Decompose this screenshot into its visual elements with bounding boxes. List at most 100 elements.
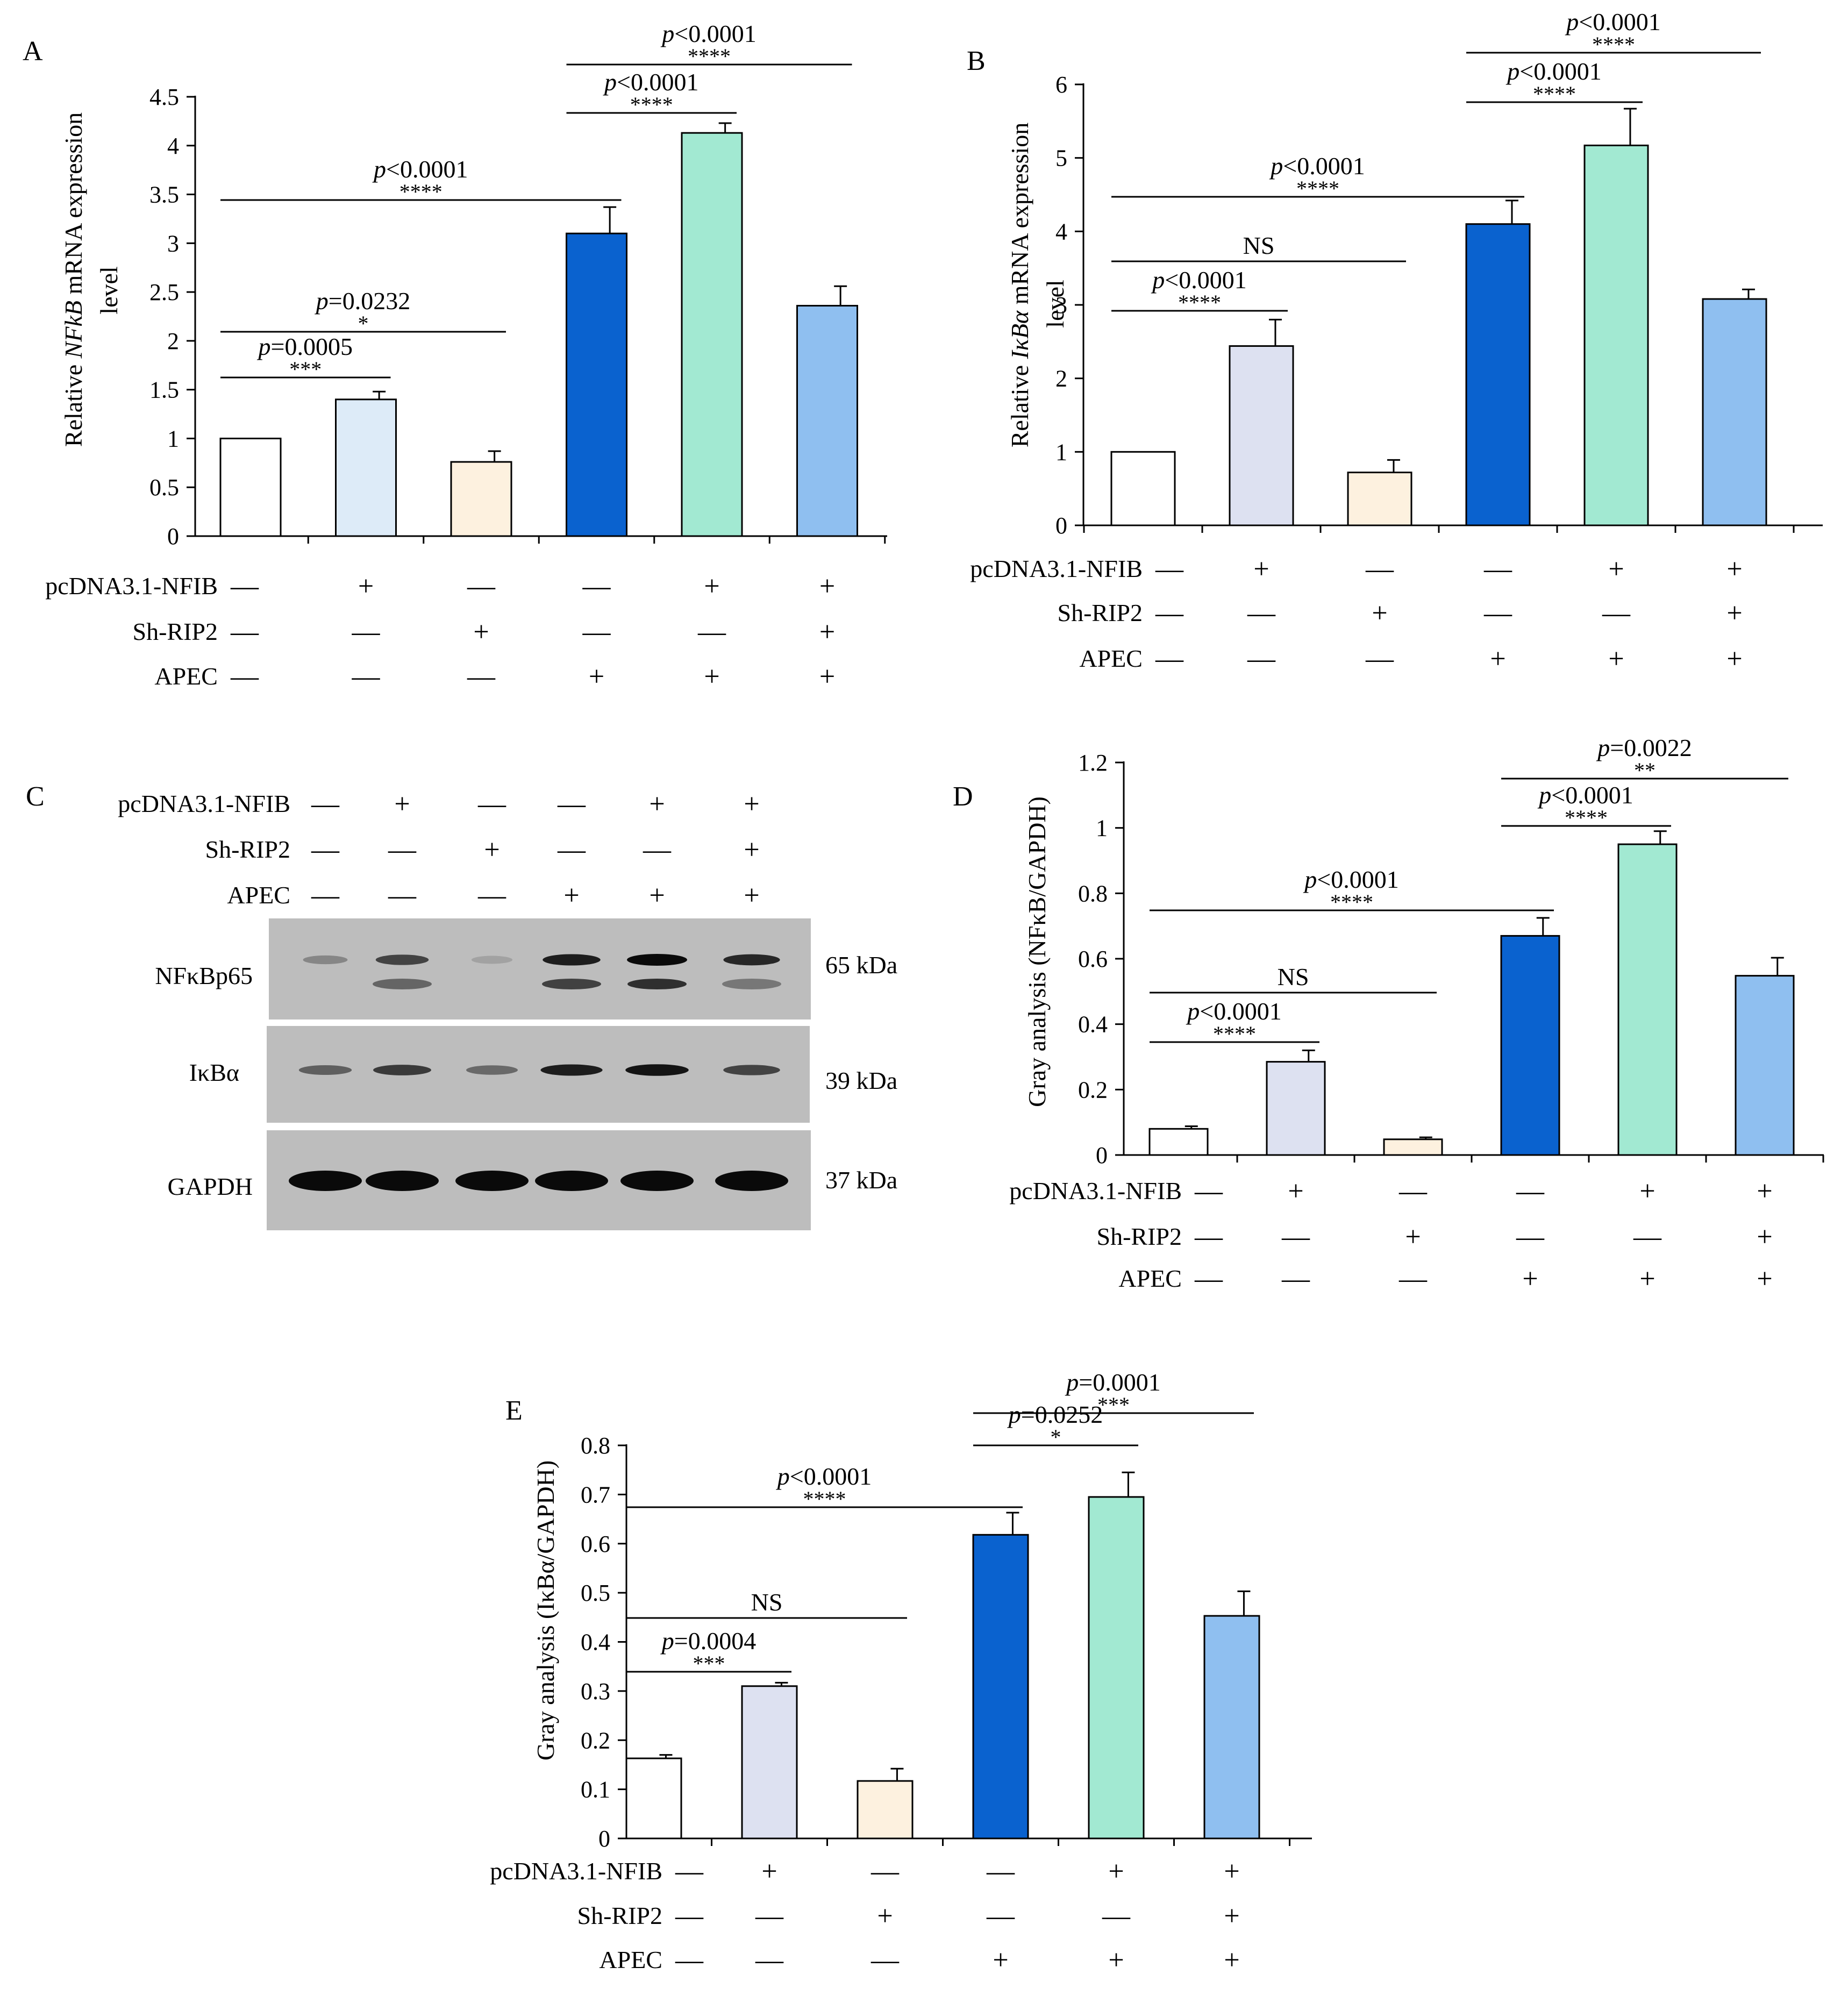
panel-b-condition-label: APEC bbox=[1079, 645, 1143, 672]
panel-d-condition-sign: + bbox=[1522, 1264, 1538, 1294]
blot-condition-sign: — bbox=[311, 835, 340, 865]
blot-condition-sign: + bbox=[744, 835, 759, 865]
panel-b-condition-sign: + bbox=[1490, 644, 1505, 674]
panel-e-p-value-label: p<0.0001 bbox=[776, 1463, 872, 1490]
panel-e-y-tick-label: 0.3 bbox=[581, 1678, 610, 1705]
panel-e-condition-sign: + bbox=[761, 1856, 777, 1887]
p-value: <0.0001 bbox=[790, 1463, 872, 1490]
panel-e-condition-sign: — bbox=[871, 1945, 900, 1976]
p-symbol: p bbox=[1186, 997, 1200, 1025]
blot-condition-sign: + bbox=[649, 789, 665, 819]
panel-e-condition-sign: + bbox=[877, 1901, 893, 1931]
panel-d-condition-sign: — bbox=[1281, 1264, 1310, 1294]
panel-d-p-value-label: p<0.0001 bbox=[1186, 997, 1281, 1025]
blot-lower-band bbox=[542, 979, 601, 989]
panel-d-bar bbox=[1500, 935, 1560, 1156]
blot-condition-label: APEC bbox=[227, 881, 290, 909]
panel-e-y-tick-label: 0.6 bbox=[581, 1531, 610, 1557]
panel-a-bar bbox=[335, 398, 397, 537]
panel-a-y-tick-label: 0 bbox=[167, 523, 179, 550]
panel-a-y-tick-label: 3 bbox=[167, 230, 179, 256]
panel-b-condition-sign: — bbox=[1155, 644, 1184, 674]
blot-band bbox=[375, 954, 429, 965]
panel-d-condition-sign: — bbox=[1516, 1176, 1545, 1207]
panel-a-bar bbox=[796, 305, 858, 537]
panel-b-y-tick-label: 2 bbox=[1055, 366, 1067, 392]
panel-a-condition-sign: — bbox=[230, 661, 259, 692]
panel-e-y-tick-label: 0.4 bbox=[581, 1629, 610, 1656]
panel-e-bar bbox=[1203, 1615, 1260, 1840]
panel-a-y-axis-title-line2: level bbox=[95, 266, 123, 314]
panel-e-condition-sign: — bbox=[1102, 1901, 1131, 1931]
p-symbol: p bbox=[372, 155, 386, 183]
panel-e-y-tick-label: 0.1 bbox=[581, 1777, 610, 1803]
p-symbol: p bbox=[660, 20, 674, 47]
p-value: =0.0232 bbox=[329, 287, 410, 315]
panel-b-bar bbox=[1347, 472, 1412, 526]
panel-d-y-tick-label: 0.8 bbox=[1078, 880, 1108, 907]
p-value: =0.0004 bbox=[674, 1627, 756, 1655]
panel-a-significance-stars: * bbox=[358, 311, 369, 336]
panel-a-condition-sign: + bbox=[819, 571, 835, 602]
blot-condition-sign: — bbox=[557, 789, 586, 819]
panel-b-significance-stars: **** bbox=[1178, 290, 1221, 315]
panel-b-bar bbox=[1229, 345, 1294, 526]
p-symbol: p bbox=[257, 333, 271, 360]
panel-a-y-tick-label: 4.5 bbox=[149, 84, 179, 110]
panel-b-condition-label: pcDNA3.1-NFIB bbox=[970, 555, 1143, 582]
panel-d-condition-sign: — bbox=[1399, 1264, 1428, 1294]
p-value: <0.0001 bbox=[1165, 266, 1246, 294]
panel-d-significance-stars: **** bbox=[1565, 805, 1608, 830]
panel-e-bar bbox=[741, 1685, 798, 1840]
panel-d-y-tick-label: 0 bbox=[1096, 1142, 1108, 1168]
panel-e-condition-sign: + bbox=[1224, 1945, 1239, 1976]
p-symbol: p bbox=[1596, 734, 1610, 761]
panel-d-condition-sign: — bbox=[1194, 1264, 1223, 1294]
panel-e-p-value-label: p=0.0004 bbox=[660, 1627, 756, 1655]
panel-e-condition-sign: + bbox=[993, 1945, 1008, 1976]
panel-e-condition-sign: — bbox=[986, 1856, 1015, 1887]
panel-b-y-axis-title: Relative IκBα mRNA expression bbox=[1006, 123, 1033, 448]
panel-e-significance-stars: *** bbox=[1097, 1393, 1130, 1417]
blot-band bbox=[471, 956, 513, 964]
blot-band bbox=[543, 954, 601, 966]
panel-b-y-tick-label: 3 bbox=[1055, 292, 1067, 318]
panel-e-p-value-label: p=0.0001 bbox=[1065, 1368, 1160, 1396]
blot-band bbox=[298, 1065, 352, 1075]
p-symbol: p bbox=[1537, 781, 1551, 809]
panel-e-condition-sign: — bbox=[675, 1856, 704, 1887]
panel-a-y-tick-label: 2.5 bbox=[149, 279, 179, 305]
p-value: <0.0001 bbox=[1317, 866, 1399, 893]
panel-a-condition-sign: + bbox=[819, 617, 835, 647]
p-value: <0.0001 bbox=[1579, 8, 1660, 35]
panel-e-y-tick-label: 0.7 bbox=[581, 1481, 610, 1508]
blot-condition-sign: + bbox=[484, 835, 500, 865]
panel-b-condition-sign: — bbox=[1155, 598, 1184, 629]
panel-e-condition-sign: + bbox=[1108, 1945, 1124, 1976]
blot-gapdh-size: 37 kDa bbox=[825, 1166, 897, 1194]
panel-a-bar bbox=[219, 437, 282, 537]
panel-a-y-tick-label: 2 bbox=[167, 328, 179, 354]
panel-a-condition-sign: — bbox=[582, 571, 611, 602]
panel-d-significance-stars: ** bbox=[1634, 758, 1656, 782]
panel-d-condition-sign: + bbox=[1639, 1176, 1655, 1207]
p-symbol: p bbox=[1007, 1401, 1021, 1428]
blot-condition-sign: + bbox=[563, 880, 579, 911]
panel-d-bar bbox=[1617, 843, 1678, 1156]
panel-b-condition-sign: — bbox=[1155, 554, 1184, 584]
panel-d-bar bbox=[1383, 1138, 1443, 1156]
panel-d-condition-label: Sh-RIP2 bbox=[1097, 1223, 1182, 1250]
panel-b-condition-sign: — bbox=[1247, 598, 1276, 629]
panel-e-condition-sign: + bbox=[1224, 1901, 1239, 1931]
panel-a-condition-sign: — bbox=[467, 571, 496, 602]
blot-gapdh-label: GAPDH bbox=[168, 1173, 253, 1200]
p-value: <0.0001 bbox=[1283, 152, 1365, 180]
blot-nfkbp65-size: 65 kDa bbox=[825, 951, 897, 979]
panel-e-y-tick-label: 0.5 bbox=[581, 1580, 610, 1606]
blot-condition-sign: + bbox=[394, 789, 410, 819]
panel-b-condition-sign: — bbox=[1483, 554, 1512, 584]
panel-e-bar bbox=[1088, 1496, 1145, 1840]
panel-a-bar-chart: 00.511.522.533.544.5p=0.0005***p=0.0232*… bbox=[45, 20, 887, 692]
p-value: =0.0005 bbox=[271, 333, 353, 360]
blot-condition-sign: — bbox=[388, 880, 417, 911]
